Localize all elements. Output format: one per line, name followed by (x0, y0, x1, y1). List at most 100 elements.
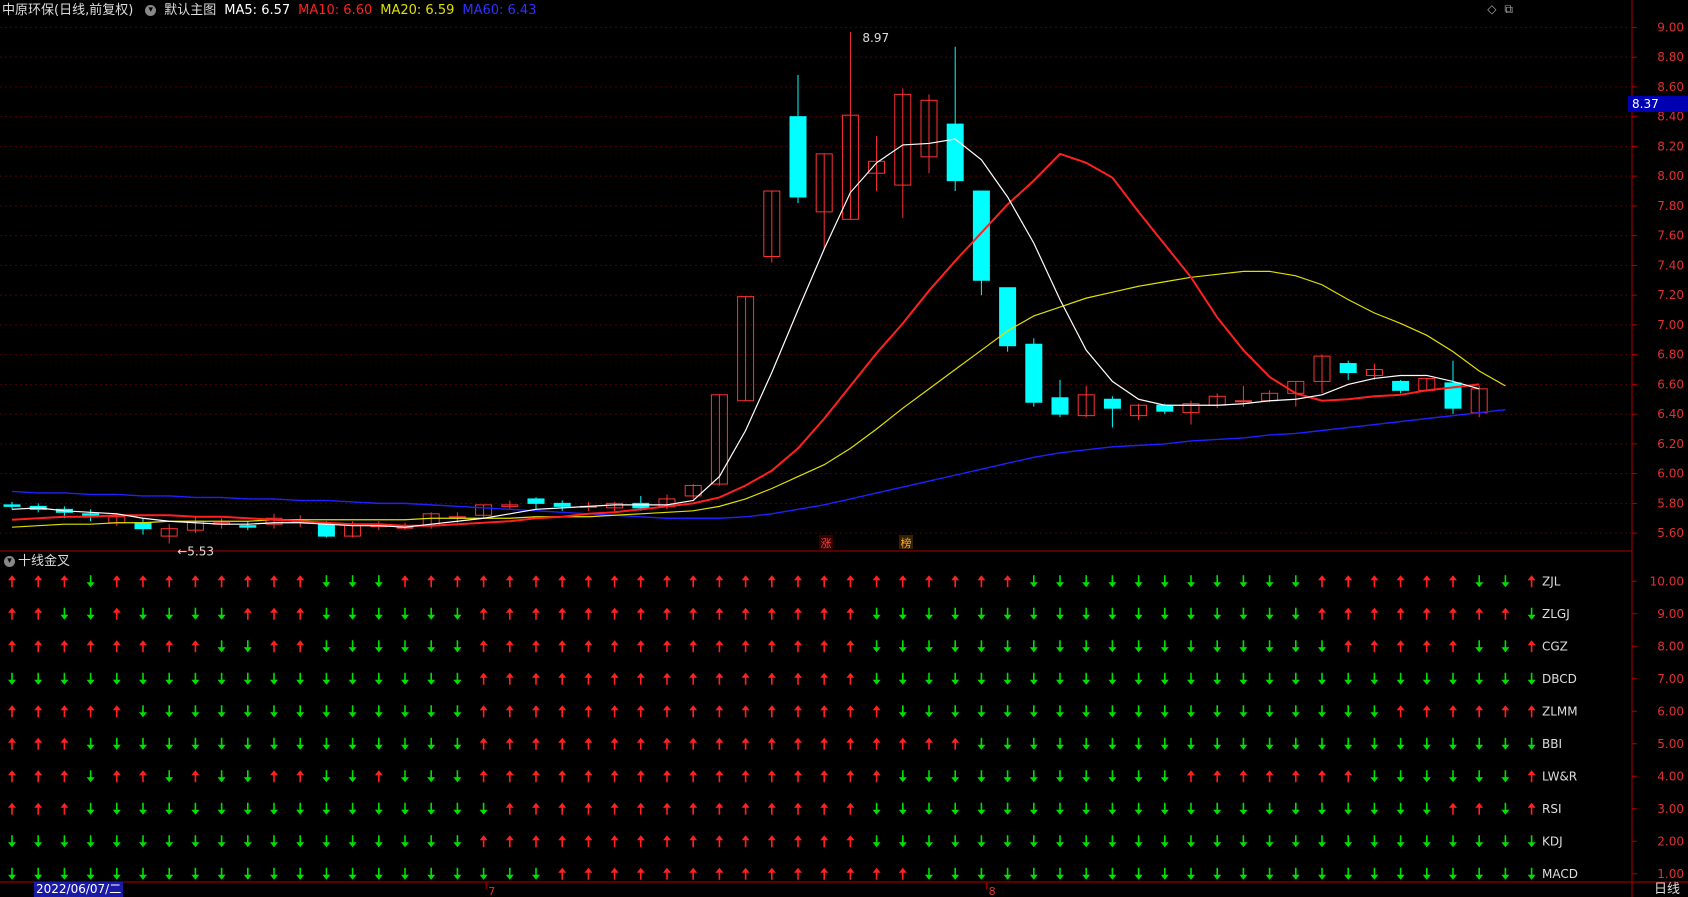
candle-body (265, 517, 283, 525)
up-arrow-icon (820, 575, 829, 588)
arrow-head (1056, 647, 1064, 653)
up-arrow-icon (1501, 705, 1510, 718)
up-arrow-icon (820, 640, 829, 653)
down-arrow-icon (270, 835, 278, 848)
down-arrow-icon (34, 672, 43, 685)
arrow-head (1213, 647, 1222, 653)
arrow-head (1449, 607, 1457, 613)
arrow-head (951, 614, 960, 620)
arrow-head (846, 737, 855, 743)
arrow-head (374, 679, 383, 685)
down-arrow-icon (139, 672, 147, 685)
up-arrow-icon (165, 575, 174, 588)
up-arrow-icon (663, 835, 671, 848)
down-arrow-icon (348, 705, 357, 718)
period-label[interactable]: 日线 (1653, 882, 1680, 897)
arrow-head (872, 575, 881, 581)
arrow-head (1239, 874, 1248, 880)
down-arrow-icon (1396, 672, 1405, 685)
template-name[interactable]: 默认主图 (164, 3, 217, 18)
arrow-head (663, 607, 671, 613)
down-arrow-icon (165, 737, 174, 750)
up-arrow-icon (1422, 575, 1431, 588)
arrow-head (374, 874, 383, 880)
arrow-head (794, 705, 802, 711)
up-arrow-icon (558, 770, 567, 783)
indicator-title[interactable]: 十线金叉 (18, 554, 71, 569)
down-arrow-icon (1160, 640, 1169, 653)
up-arrow-icon (663, 640, 671, 653)
arrow-head (1318, 575, 1326, 581)
arrow-head (1108, 614, 1117, 620)
down-arrow-icon (898, 770, 907, 783)
arrow-head (348, 647, 357, 653)
arrow-head (846, 607, 855, 613)
arrow-head (453, 712, 462, 718)
down-arrow-icon (1160, 770, 1169, 783)
down-arrow-icon (505, 867, 514, 880)
up-arrow-icon (610, 770, 619, 783)
down-arrow-icon (1134, 575, 1143, 588)
dropdown-circle-icon[interactable]: ▾ (145, 5, 157, 16)
y-tick-label: 5.60 (1657, 526, 1684, 540)
ma20-line (11, 270, 1506, 528)
collapse-circle-icon[interactable]: ▾ (4, 556, 15, 567)
arrow-head (374, 582, 383, 588)
sig-y-tick-label: 6.00 (1657, 704, 1684, 718)
up-arrow-icon (820, 705, 829, 718)
signal-row-label: RSI (1542, 802, 1562, 816)
diamond-icon[interactable]: ◇ (1487, 2, 1497, 16)
zhang-tag: 涨 (821, 537, 832, 550)
arrow-head (820, 640, 829, 646)
arrow-head (584, 835, 593, 841)
arrow-head (8, 770, 16, 776)
up-arrow-icon (112, 607, 121, 620)
arrow-head (1187, 744, 1195, 750)
arrow-head (663, 575, 671, 581)
down-arrow-icon (925, 607, 933, 620)
arrow-head (191, 614, 200, 620)
down-arrow-icon (453, 672, 462, 685)
candle-body (999, 287, 1017, 347)
arrow-head (1370, 842, 1379, 848)
arrow-head (34, 575, 43, 581)
arrow-head (479, 705, 488, 711)
down-arrow-icon (86, 867, 95, 880)
arrow-head (1422, 842, 1431, 848)
down-arrow-icon (1318, 867, 1326, 880)
up-arrow-icon (610, 867, 619, 880)
up-arrow-icon (401, 575, 409, 588)
candle-body (841, 114, 859, 220)
arrow-head (741, 640, 750, 646)
up-arrow-icon (610, 705, 619, 718)
up-arrow-icon (794, 640, 802, 653)
arrow-head (558, 802, 567, 808)
up-arrow-icon (532, 640, 540, 653)
restore-icon[interactable]: ⧉ (1504, 2, 1513, 16)
arrow-head (86, 679, 95, 685)
arrow-head (1003, 614, 1012, 620)
down-arrow-icon (374, 705, 383, 718)
arrow-head (322, 647, 331, 653)
up-arrow-icon (505, 705, 514, 718)
arrow-head (1056, 809, 1064, 815)
up-arrow-icon (112, 770, 121, 783)
candle-body (1234, 400, 1252, 403)
arrow-head (558, 640, 567, 646)
candle-body (1339, 363, 1357, 373)
down-arrow-icon (1344, 867, 1353, 880)
ma20-label: MA20: 6.59 (380, 3, 455, 18)
up-arrow-icon (794, 770, 802, 783)
up-arrow-icon (165, 640, 174, 653)
arrow-head (1108, 744, 1117, 750)
arrow-head (217, 874, 226, 880)
ma10-line (11, 152, 1480, 527)
sig-y-tick-label: 10.00 (1650, 574, 1684, 588)
candle-body (1077, 394, 1095, 417)
arrow-head (1344, 744, 1353, 750)
arrow-head (191, 679, 200, 685)
arrow-head (898, 575, 907, 581)
sig-y-tick-label: 1.00 (1657, 867, 1684, 881)
arrow-head (1475, 582, 1484, 588)
